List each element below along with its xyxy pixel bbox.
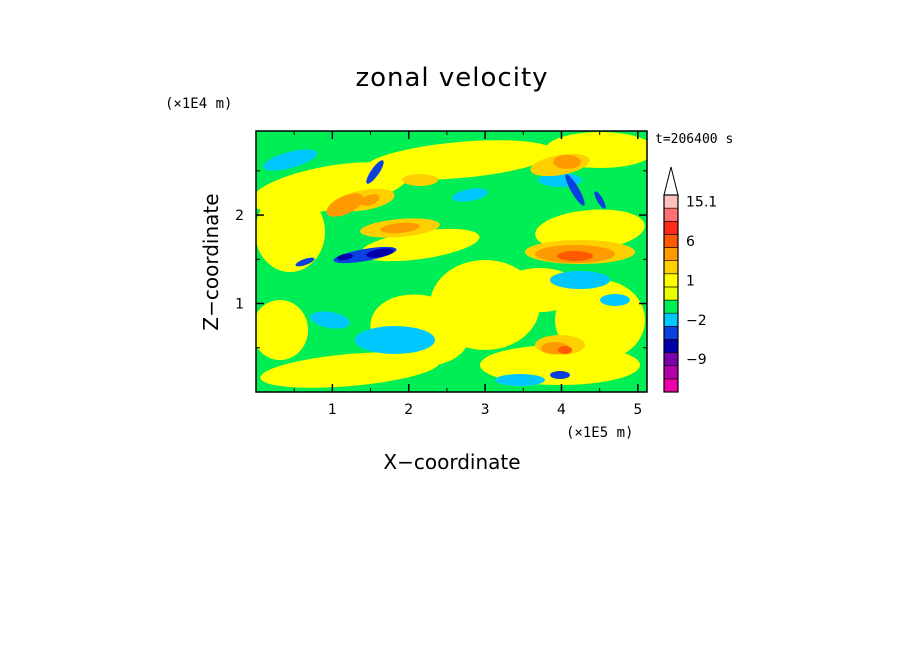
contour-patch [565, 174, 585, 206]
x-axis-unit: (×1E5 m) [566, 425, 633, 441]
colorbar-label: −2 [686, 313, 707, 329]
contour-patch [600, 294, 630, 306]
y-axis-label: Z−coordinate [199, 193, 223, 330]
colorbar-swatch [663, 234, 679, 248]
colorbar-swatch [663, 312, 679, 327]
x-tick-label: 3 [481, 402, 490, 418]
contour-patch [495, 374, 545, 386]
chart-title: zonal velocity [355, 63, 548, 93]
time-label: t=206400 s [655, 132, 733, 147]
colorbar-swatch [663, 207, 679, 222]
contour-patch [550, 271, 610, 289]
colorbar-label: 6 [686, 234, 695, 250]
contour-patch [310, 311, 350, 329]
y-axis: 12 [235, 170, 647, 349]
contour-patch [355, 326, 435, 354]
contour-patch [366, 248, 394, 258]
colorbar-swatch [663, 220, 679, 235]
colorbar-swatch [663, 260, 679, 275]
contour-patch [256, 300, 308, 360]
colorbar-swatch [663, 365, 679, 380]
contour-patch [365, 140, 555, 180]
colorbar-swatch [663, 326, 679, 340]
x-tick-label: 2 [404, 402, 413, 418]
x-tick-label: 5 [633, 402, 642, 418]
colorbar-extend-max [663, 166, 679, 196]
colorbar: 15.1 6 1 −2 −9 [663, 166, 717, 393]
colorbar-label: −9 [686, 352, 707, 368]
colorbar-swatch [663, 273, 679, 288]
y-tick-label: 1 [235, 297, 244, 313]
colorbar-swatch [663, 286, 679, 301]
x-axis: 1 2 3 4 5 [293, 131, 642, 418]
contour-patch [380, 222, 420, 234]
contour-patch [326, 193, 364, 217]
y-axis-unit: (×1E4 m) [165, 96, 232, 112]
contour-patch [337, 253, 353, 261]
contour-patch [557, 251, 593, 261]
x-tick-label: 1 [328, 402, 337, 418]
colorbar-swatch [663, 339, 679, 353]
plot-frame [255, 130, 648, 393]
contour-patch [594, 191, 606, 209]
colorbar-swatch [663, 194, 679, 209]
plot-area [256, 131, 647, 392]
x-tick-label: 4 [557, 402, 566, 418]
contour-patch [295, 257, 315, 267]
colorbar-frame [663, 194, 679, 393]
contour-patch [535, 209, 645, 251]
contour-patch [256, 192, 325, 272]
contour-patch [452, 188, 488, 202]
contour-patch [558, 346, 572, 354]
colorbar-swatch [663, 352, 679, 367]
x-axis-label: X−coordinate [383, 450, 520, 474]
y-tick-label: 2 [235, 208, 244, 224]
contour-fill [256, 132, 647, 388]
contour-patch [402, 174, 438, 186]
contour-patch [262, 149, 318, 171]
contour-patch [360, 194, 380, 206]
colorbar-swatch [663, 299, 679, 314]
colorbar-label: 1 [686, 273, 695, 289]
contour-patch [260, 352, 440, 388]
colorbar-swatch [663, 247, 679, 261]
colorbar-label: 15.1 [686, 195, 717, 211]
colorbar-swatch [663, 378, 679, 393]
contour-patch [550, 371, 570, 379]
contour-patch [366, 160, 384, 184]
contour-patch [553, 155, 581, 169]
